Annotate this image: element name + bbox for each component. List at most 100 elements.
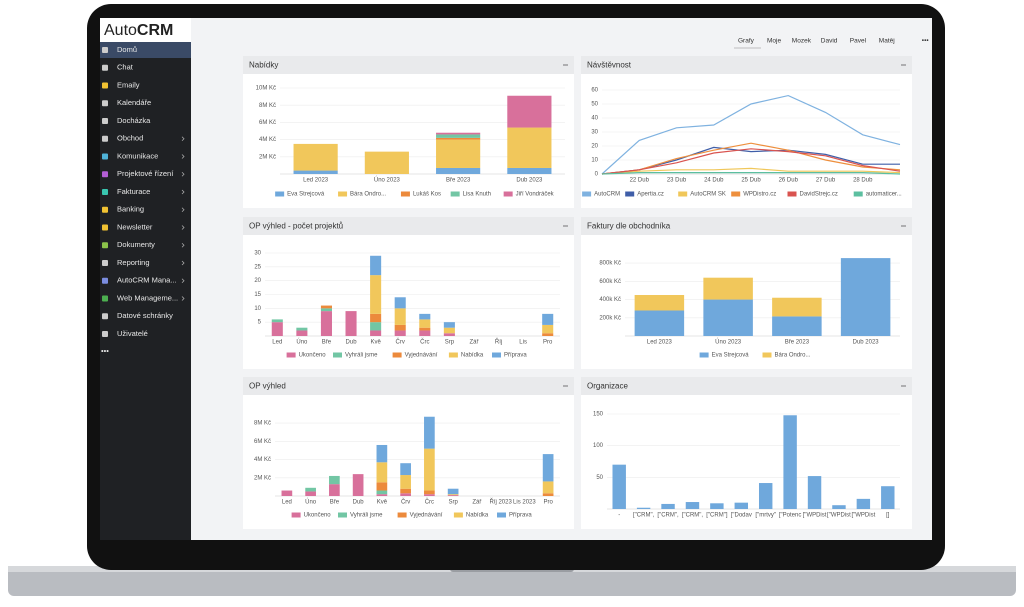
menu-icon — [102, 100, 108, 107]
menu-item[interactable]: Dokumenty — [102, 240, 185, 249]
menu-item[interactable]: Kalendáře — [102, 98, 151, 107]
x-tick-label: ["mrtvy" — [755, 513, 776, 519]
menu-label: Reporting — [117, 258, 150, 267]
tab[interactable]: Moje — [767, 38, 781, 45]
panel-title: OP výhled - počet projektů — [249, 222, 343, 231]
menu-item[interactable]: AutoCRM Mana... — [102, 276, 185, 285]
legend-label: Příprava — [504, 353, 527, 359]
menu-item[interactable]: Docházka — [102, 116, 151, 125]
line-series — [601, 94, 901, 175]
y-tick-label: 10M Kč — [256, 86, 276, 92]
sidebar-menu: Domů Chat Emaily Kalendáře Docházka Obchod Kom… — [100, 42, 191, 356]
legend-label: AutoCRM — [594, 192, 620, 198]
bar-segment — [419, 313, 431, 320]
tab[interactable]: ••• — [922, 38, 930, 45]
bar-segment — [419, 319, 431, 328]
tab[interactable]: Matěj — [879, 38, 895, 45]
legend-label: WPDistro.cz — [743, 192, 776, 198]
legend-label: Apertia.cz — [637, 192, 664, 198]
x-tick-label: ["Potenc — [779, 513, 801, 519]
bar-segment — [447, 495, 459, 496]
x-tick-label: Bře — [322, 340, 332, 346]
panel — [243, 377, 574, 529]
legend-swatch — [397, 512, 407, 518]
chart-panel: Návštěvnost 0 10 20 30 40 50 60 22 Dub 23 Dub 24 D… — [581, 56, 912, 208]
y-tick-label: 0 — [595, 172, 599, 178]
legend-label: Bára Ondro... — [350, 192, 386, 198]
legend-label: Ukončeno — [304, 513, 332, 519]
menu-item[interactable]: Obchod — [102, 134, 185, 143]
logo-suffix: CRM — [137, 22, 173, 39]
legend-swatch — [400, 191, 410, 197]
chart-panel: Faktury dle obchodníka 200k Kč 400k Kč 600k… — [581, 217, 912, 369]
menu-item[interactable]: Fakturace — [102, 187, 185, 196]
x-tick-label: Črc — [425, 499, 434, 506]
menu-label: Newsletter — [117, 222, 153, 231]
menu-label: ••• — [101, 347, 109, 356]
x-tick-label: ["CRM", — [657, 513, 679, 519]
bar — [758, 483, 773, 509]
y-tick-label: 100 — [593, 443, 604, 449]
menu-label: Obchod — [117, 134, 143, 143]
y-tick-label: 5 — [258, 320, 262, 326]
menu-item[interactable]: Web Manageme... — [102, 293, 185, 302]
submenu-arrow — [181, 171, 185, 177]
submenu-arrow — [181, 207, 185, 213]
tab-label: Mozek — [792, 38, 812, 45]
menu-item[interactable]: Uživatelé — [102, 329, 148, 338]
laptop-base — [8, 566, 1016, 596]
x-tick-label: Črc — [420, 339, 429, 346]
bar-segment — [436, 134, 481, 138]
menu-item[interactable]: Domů — [100, 42, 191, 58]
menu-item[interactable]: ••• — [101, 347, 109, 356]
tab[interactable]: Grafy — [734, 38, 761, 49]
panel-header — [581, 56, 912, 74]
bar-segment — [634, 310, 685, 336]
legend-swatch — [291, 512, 301, 518]
bar-segment — [370, 275, 382, 314]
y-tick-label: 10 — [591, 158, 598, 164]
bar-segment — [370, 322, 382, 331]
y-tick-label: 60 — [591, 88, 598, 94]
bar-segment — [293, 143, 338, 171]
legend-swatch — [582, 191, 592, 197]
menu-item[interactable]: Projektové řízení — [102, 169, 185, 178]
bar-segment — [400, 463, 411, 476]
menu-item[interactable]: Datové schránky — [102, 311, 173, 320]
tab[interactable]: Mozek — [792, 38, 812, 45]
x-tick-label: Úno 2023 — [374, 177, 401, 184]
menu-label: Web Manageme... — [117, 293, 178, 302]
x-tick-label: Črv — [401, 499, 410, 506]
legend-label: DavidStrejc.cz — [800, 192, 838, 198]
legend-swatch — [497, 512, 506, 518]
x-tick-label: Srp — [445, 340, 455, 346]
bar-segment — [352, 474, 364, 496]
bar-segment — [443, 327, 455, 334]
bar-segment — [542, 313, 554, 325]
panel-title: Faktury dle obchodníka — [587, 222, 671, 231]
menu-item[interactable]: Emaily — [102, 80, 140, 89]
bar — [856, 498, 871, 509]
y-tick-label: 200k Kč — [599, 315, 621, 321]
tab-label: David — [821, 38, 838, 45]
menu-item[interactable]: Komunikace — [102, 151, 185, 160]
x-tick-label: Zář — [469, 340, 479, 346]
bar-segment — [370, 330, 382, 336]
menu-item[interactable]: Reporting — [102, 258, 185, 267]
bar-segment — [424, 416, 435, 449]
submenu-arrow — [181, 242, 185, 248]
panel — [243, 217, 574, 369]
menu-item[interactable]: Newsletter — [102, 222, 185, 231]
menu-item[interactable]: Banking — [102, 205, 185, 214]
menu-icon — [102, 153, 108, 160]
bar — [832, 505, 846, 509]
bar-segment — [320, 311, 332, 336]
legend-swatch — [787, 191, 797, 197]
bar-segment — [281, 490, 293, 496]
chart-panel: OP výhled 2M Kč 4M Kč 6M Kč 8M Kč Led Úno Bře Du… — [243, 377, 574, 529]
x-tick-label: Bře 2023 — [446, 178, 471, 184]
bar-segment — [419, 327, 431, 331]
tab[interactable]: Pavel — [850, 38, 867, 45]
menu-item[interactable]: Chat — [102, 63, 134, 72]
tab[interactable]: David — [821, 38, 838, 45]
